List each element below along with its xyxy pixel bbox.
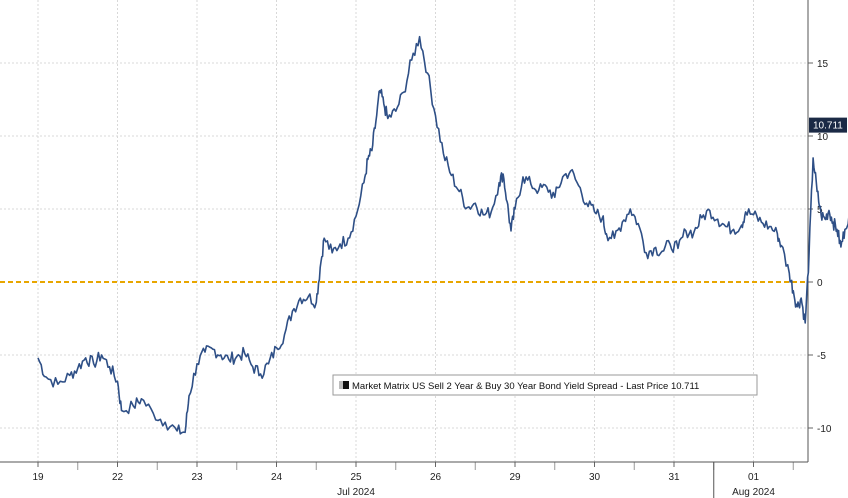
last-price-box <box>809 117 847 133</box>
x-tick-label: 22 <box>112 472 124 483</box>
x-tick-label: 01 <box>748 472 760 483</box>
last-price-label: 10.711 <box>813 121 843 132</box>
month-label: Aug 2024 <box>732 487 775 498</box>
x-tick-label: 19 <box>32 472 44 483</box>
x-tick-label: 23 <box>191 472 203 483</box>
legend-swatch-inner <box>343 381 349 389</box>
legend: Market Matrix US Sell 2 Year & Buy 30 Ye… <box>332 374 758 396</box>
x-tick-label: 31 <box>668 472 680 483</box>
y-tick-label: -10 <box>817 424 832 435</box>
y-tick-label: 0 <box>817 278 823 289</box>
y-tick-label: 15 <box>817 59 829 70</box>
month-label: Jul 2024 <box>337 487 375 498</box>
y-tick-label: -5 <box>817 351 826 362</box>
x-axis-ticks: 19 22 23 24 25 26 29 30 31 01 Jul 2024 Aug 2024 <box>0 461 808 498</box>
x-tick-label: 24 <box>271 472 283 483</box>
spread-series-line <box>37 35 848 435</box>
y-tick-label: 10 <box>817 132 829 143</box>
last-price-marker: 10.711 <box>809 117 847 133</box>
x-tick-label: 26 <box>430 472 442 483</box>
x-tick-label: 30 <box>589 472 601 483</box>
legend-text: Market Matrix US Sell 2 Year & Buy 30 Ye… <box>352 381 699 392</box>
legend-box <box>332 374 758 396</box>
x-tick-label: 25 <box>350 472 362 483</box>
x-tick-label: 29 <box>509 472 521 483</box>
